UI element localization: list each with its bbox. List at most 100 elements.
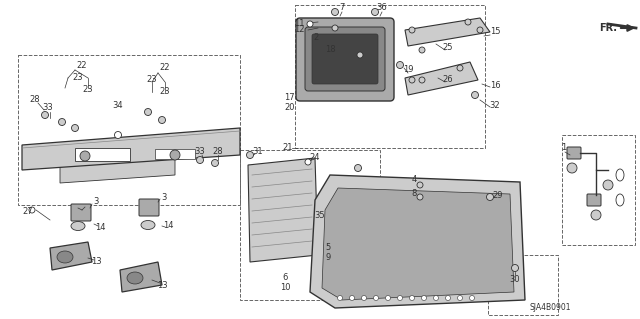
Ellipse shape	[141, 220, 155, 229]
Text: 24: 24	[310, 153, 320, 162]
Bar	[18, 55, 240, 205]
Circle shape	[58, 118, 65, 125]
Bar	[562, 135, 635, 245]
Circle shape	[305, 159, 311, 165]
Circle shape	[355, 211, 362, 219]
Circle shape	[458, 295, 463, 300]
Text: 28: 28	[29, 95, 40, 105]
Circle shape	[357, 52, 363, 58]
Circle shape	[417, 194, 423, 200]
Text: 6: 6	[282, 273, 288, 283]
Circle shape	[470, 295, 474, 300]
Text: 23: 23	[83, 85, 93, 94]
Polygon shape	[60, 148, 175, 183]
Text: 27: 27	[22, 207, 33, 217]
Polygon shape	[120, 262, 162, 292]
Circle shape	[307, 21, 313, 27]
Text: 23: 23	[73, 73, 83, 83]
Circle shape	[246, 152, 253, 159]
Text: 23: 23	[147, 76, 157, 85]
Circle shape	[42, 112, 49, 118]
Text: 15: 15	[490, 27, 500, 36]
Circle shape	[29, 207, 35, 213]
Text: 28: 28	[212, 147, 223, 157]
Text: 31: 31	[253, 147, 263, 157]
Text: 2: 2	[314, 33, 319, 42]
Circle shape	[603, 180, 613, 190]
Text: 18: 18	[324, 46, 335, 55]
Text: 16: 16	[490, 80, 500, 90]
Circle shape	[417, 182, 423, 188]
Text: 22: 22	[77, 61, 87, 70]
Circle shape	[332, 9, 339, 16]
Text: 3: 3	[93, 197, 99, 206]
Text: 23: 23	[160, 87, 170, 97]
Circle shape	[362, 295, 367, 300]
Circle shape	[196, 157, 204, 164]
Ellipse shape	[71, 221, 85, 231]
Text: 5: 5	[325, 243, 331, 253]
Circle shape	[145, 108, 152, 115]
Text: 14: 14	[95, 224, 105, 233]
Text: SJA4B0901: SJA4B0901	[530, 303, 572, 313]
Bar	[488, 255, 558, 315]
Circle shape	[445, 295, 451, 300]
Text: 13: 13	[157, 280, 167, 290]
Ellipse shape	[127, 272, 143, 284]
Bar	[155, 149, 195, 159]
Text: 35: 35	[315, 211, 325, 219]
Circle shape	[422, 295, 426, 300]
Text: 33: 33	[43, 103, 53, 113]
Text: 20: 20	[285, 103, 295, 113]
FancyBboxPatch shape	[312, 34, 378, 84]
Text: 25: 25	[443, 43, 453, 53]
Circle shape	[397, 295, 403, 300]
Circle shape	[159, 116, 166, 123]
Bar	[295, 5, 485, 148]
Text: FR.: FR.	[599, 23, 617, 33]
Text: 8: 8	[412, 189, 417, 197]
FancyBboxPatch shape	[139, 199, 159, 216]
Text: 29: 29	[493, 190, 503, 199]
Circle shape	[591, 210, 601, 220]
Bar	[240, 150, 380, 300]
Text: 33: 33	[195, 147, 205, 157]
Polygon shape	[50, 242, 92, 270]
Circle shape	[472, 92, 479, 99]
Text: 32: 32	[490, 100, 500, 109]
Circle shape	[332, 25, 338, 31]
Text: 7: 7	[339, 4, 345, 12]
Polygon shape	[322, 188, 514, 300]
Text: 21: 21	[283, 144, 293, 152]
Circle shape	[371, 9, 378, 16]
Circle shape	[72, 124, 79, 131]
Polygon shape	[310, 175, 525, 308]
Circle shape	[170, 150, 180, 160]
Circle shape	[409, 77, 415, 83]
FancyBboxPatch shape	[567, 147, 581, 159]
Text: 19: 19	[403, 65, 413, 75]
Text: 3: 3	[161, 192, 166, 202]
Text: 22: 22	[160, 63, 170, 72]
FancyBboxPatch shape	[587, 194, 601, 206]
Circle shape	[349, 295, 355, 300]
Circle shape	[80, 151, 90, 161]
Circle shape	[419, 47, 425, 53]
Text: 34: 34	[113, 100, 124, 109]
Circle shape	[477, 27, 483, 33]
Circle shape	[115, 131, 122, 138]
Circle shape	[410, 295, 415, 300]
Text: 11: 11	[294, 19, 305, 27]
Ellipse shape	[57, 251, 73, 263]
FancyBboxPatch shape	[305, 27, 385, 91]
Circle shape	[567, 163, 577, 173]
Text: 10: 10	[280, 284, 291, 293]
Circle shape	[355, 165, 362, 172]
Circle shape	[211, 160, 218, 167]
FancyBboxPatch shape	[296, 18, 394, 101]
Polygon shape	[248, 158, 318, 262]
Text: 30: 30	[509, 276, 520, 285]
Circle shape	[465, 19, 471, 25]
Text: 14: 14	[163, 220, 173, 229]
Circle shape	[419, 77, 425, 83]
